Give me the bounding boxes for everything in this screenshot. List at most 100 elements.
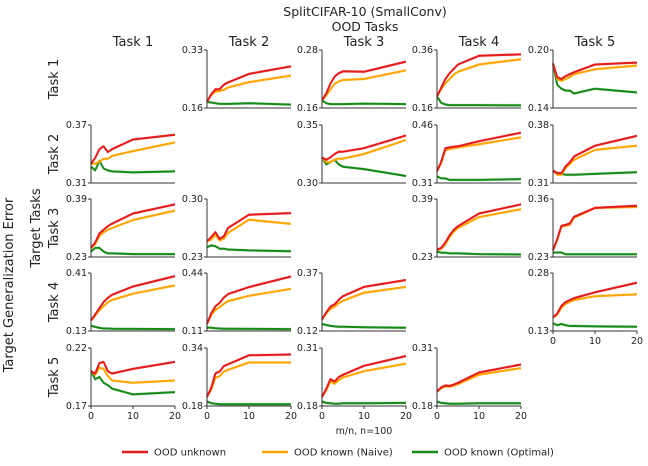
panel-r3-c5-unknown-line — [552, 204, 638, 251]
panel-r4-c5-naive-line — [552, 293, 638, 319]
panel-r3-c5-ytick-label-top: 0.36 — [528, 194, 549, 205]
panel-r1-c5-naive-line — [552, 63, 638, 82]
legend-label-naive: OOD known (Naive) — [294, 448, 393, 459]
panel-r5-c2-optimal-line — [206, 400, 291, 406]
panel-r3-c5-optimal-line — [553, 251, 637, 256]
panel-r5-c2-ytick-label-bottom: 0.18 — [182, 401, 203, 412]
panel-r5-c3-unknown-band — [322, 354, 406, 399]
panel-r1-c4-naive-line — [436, 58, 522, 97]
panel-r4-c1-unknown-band — [91, 274, 175, 323]
row-header-5: Task 5 — [47, 357, 62, 398]
panel-r5-c1-xtick-label-0: 0 — [88, 411, 94, 422]
panel-r1-c5-ytick-label-bottom: 0.14 — [528, 103, 549, 114]
panel-r4-c3-unknown-band — [322, 278, 406, 321]
panel-r3-c4-naive-line — [436, 208, 522, 251]
row-headers: Task 1 Task 2 Task 3 Task 4 Task 5 — [47, 59, 62, 398]
panel-r5-c4-optimal-line — [436, 400, 521, 405]
panel-r1-c4-ytick-label-bottom: 0.16 — [412, 103, 433, 114]
panel-r5-c4-ytick-label-top: 0.31 — [412, 343, 433, 354]
panel-r3-c1-ytick-label-top: 0.39 — [66, 194, 87, 205]
panel-r4-c5-optimal-line — [552, 322, 638, 328]
panel-r4-c1-unknown-line — [90, 275, 176, 322]
panel-r4-c2-optimal-line — [206, 326, 292, 331]
panel-r3-c5-naive-line — [552, 206, 638, 251]
panel-r4-c5-unknown-band — [553, 281, 637, 319]
panel-r5-c4-unknown-line — [436, 363, 522, 393]
panel-r2-c1-naive-line — [91, 141, 176, 165]
panel-r5-c1-ytick-label-top: 0.22 — [66, 343, 87, 354]
panel-r4-c2-unknown-band — [207, 275, 291, 326]
panel-r2-c1-unknown-band — [91, 133, 175, 166]
panel-r3-c4: 0.39 0.23 — [412, 194, 522, 263]
panel-r4-c3: 0.37 0.12 — [297, 268, 407, 337]
panel-r2-c1-ytick-label-bottom: 0.31 — [66, 178, 87, 189]
column-header-2: Task 2 — [228, 35, 269, 50]
panel-r4-c5-ytick-label-top: 0.28 — [528, 268, 549, 279]
chart-title: SplitCIFAR-10 (SmallConv) — [283, 4, 446, 19]
column-headers: Task 1 Task 2 Task 3 Task 4 Task 5 — [112, 35, 615, 50]
panel-r5-c1-xtick-label-10: 10 — [127, 411, 139, 422]
panel-r4-c1-ytick-label-bottom: 0.13 — [66, 326, 87, 337]
panel-r5-c4: 0.31 0.180 10 20 — [412, 343, 527, 422]
panel-r2-c1-ytick-label-top: 0.37 — [66, 120, 87, 131]
panel-r5-c2-naive-line — [206, 361, 291, 398]
panel-r5-c2-ytick-label-top: 0.34 — [182, 343, 203, 354]
panel-r4-c3-ytick-label-bottom: 0.12 — [297, 326, 318, 337]
legend: OOD unknown OOD known (Naive) OOD known … — [122, 448, 554, 459]
panel-r5-c3-xtick-label-20: 20 — [400, 411, 412, 422]
panel-r2-c5: 0.38 0.31 — [528, 120, 638, 189]
row-axis-title: Target Tasks — [29, 188, 44, 268]
panel-r2-c1-optimal-band — [91, 159, 175, 174]
panel-r3-c2-ytick-label-bottom: 0.23 — [182, 252, 203, 263]
panel-r5-c3-unknown-line — [321, 355, 407, 398]
panel-grid: 0.33 0.16 0.28 0.16 0.36 0.16 0.20 0.14 0.37 0.31… — [66, 45, 643, 422]
panel-r1-c2-ytick-label-top: 0.33 — [182, 45, 203, 56]
panel-r5-c4-ytick-label-bottom: 0.18 — [412, 401, 433, 412]
panel-r3-c2-optimal-line — [206, 244, 292, 253]
panel-r1-c3: 0.28 0.16 — [297, 45, 407, 114]
panel-r3-c5-ytick-label-bottom: 0.23 — [528, 252, 549, 263]
panel-r3-c1-optimal-line — [90, 246, 175, 256]
panel-r4-c1: 0.41 0.13 — [66, 268, 176, 337]
panel-r5-c3-ytick-label-top: 0.31 — [297, 343, 318, 354]
row-header-2: Task 2 — [47, 134, 62, 175]
panel-r2-c1-optimal-line — [90, 159, 176, 174]
panel-r2-c3-ytick-label-bottom: 0.30 — [297, 178, 318, 189]
panel-r2-c5-ytick-label-bottom: 0.31 — [528, 178, 549, 189]
panel-r3-c2-ytick-label-top: 0.30 — [182, 194, 203, 205]
panel-r4-c5-ytick-label-bottom: 0.13 — [528, 326, 549, 337]
panel-r5-c2-xtick-label-10: 10 — [243, 411, 255, 422]
column-header-4: Task 4 — [458, 35, 499, 50]
panel-r1-c3-unknown-band — [322, 60, 406, 102]
panel-r2-c4-unknown-band — [437, 131, 521, 173]
panel-r2-c4-ytick-label-top: 0.46 — [412, 120, 433, 131]
panel-r3-c4-unknown-line — [436, 203, 522, 251]
panel-r2-c3-naive-band — [322, 138, 406, 164]
y-axis-title: Target Generalization Error — [2, 197, 17, 373]
row-header-4: Task 4 — [47, 282, 62, 323]
x-axis-title: m/n, n=100 — [336, 426, 393, 437]
panel-r2-c3-unknown-line — [321, 134, 407, 161]
panel-r3-c5-unknown-band — [553, 204, 637, 252]
panel-r5-c2: 0.34 0.180 10 20 — [182, 343, 297, 422]
panel-r2-c4-unknown-line — [436, 131, 522, 172]
panel-r2-c4-optimal-line — [436, 175, 522, 181]
panel-r2-c5-ytick-label-top: 0.38 — [528, 120, 549, 131]
panel-r3-c1-unknown-band — [91, 203, 175, 250]
panel-r1-c5-ytick-label-top: 0.20 — [528, 45, 549, 56]
panel-r4-c3-unknown-line — [321, 279, 407, 320]
panel-r4-c3-optimal-line — [321, 323, 407, 329]
legend-label-unknown: OOD unknown — [154, 448, 226, 459]
row-header-3: Task 3 — [47, 208, 62, 249]
panel-r4-c5-xtick-label-10: 10 — [589, 336, 601, 347]
column-header-3: Task 3 — [343, 35, 384, 50]
panel-r3-c4-optimal-line — [436, 250, 522, 256]
panel-r4-c3-ytick-label-top: 0.37 — [297, 268, 318, 279]
panel-r2-c1: 0.37 0.31 — [66, 120, 176, 189]
panel-r2-c3-optimal-line — [321, 156, 407, 177]
panel-r1-c2-unknown-line — [206, 65, 292, 103]
panel-r4-c2-naive-line — [206, 287, 292, 325]
chart-subtitle: OOD Tasks — [332, 19, 399, 34]
panel-r1-c2: 0.33 0.16 — [182, 45, 292, 114]
